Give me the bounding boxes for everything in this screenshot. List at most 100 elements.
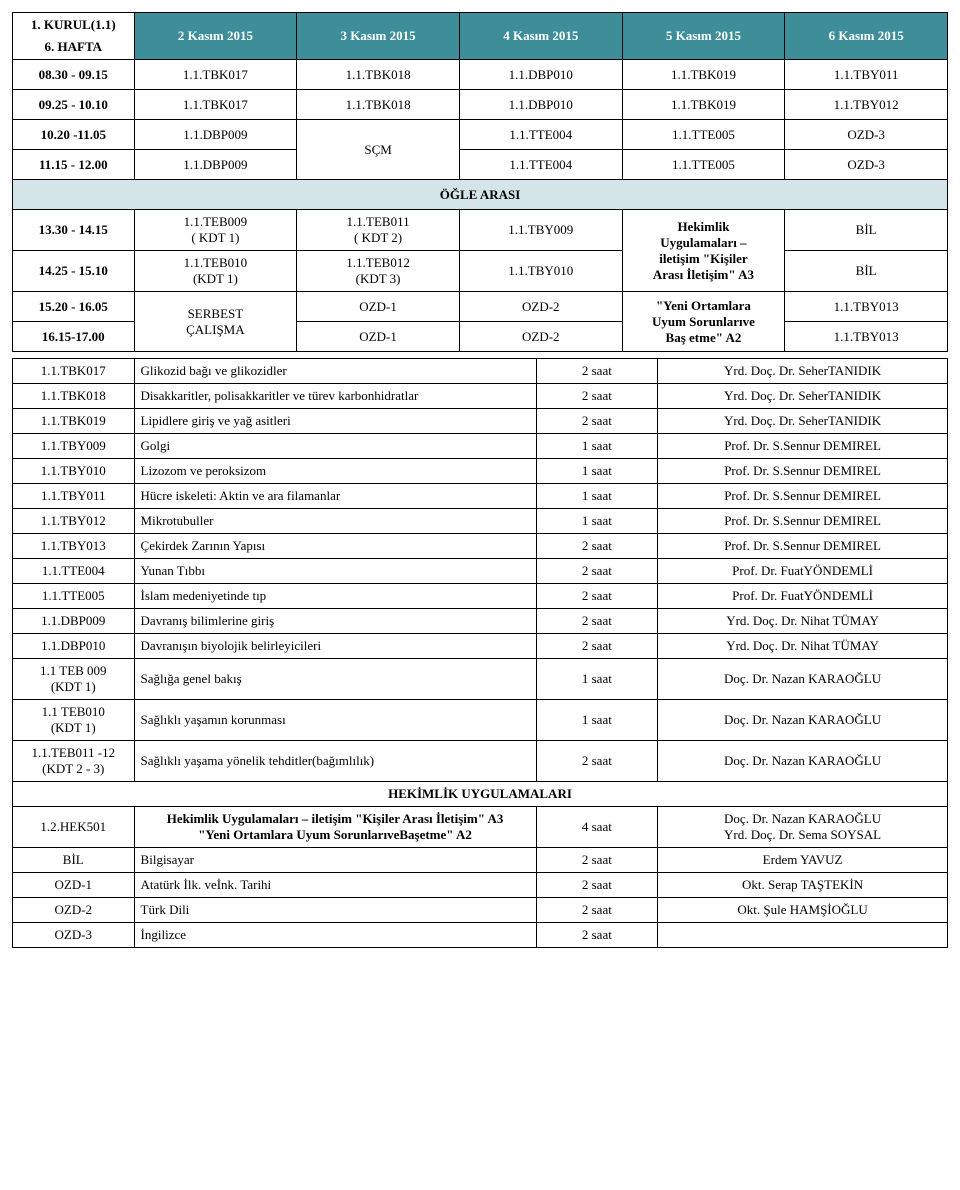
sched-cell: 1.1.TBY013 <box>785 292 948 322</box>
schedule-row: 09.25 - 10.10 1.1.TBK017 1.1.TBK018 1.1.… <box>13 90 948 120</box>
week-label: 6. HAFTA <box>19 39 128 55</box>
sched-cell: OZD-1 <box>297 292 460 322</box>
time-cell: 14.25 - 15.10 <box>13 251 135 292</box>
sched-cell: 1.1.TBK019 <box>622 90 785 120</box>
details-row: 1.1.TBY011Hücre iskeleti: Aktin ve ara f… <box>13 484 948 509</box>
inst-cell: Yrd. Doç. Dr. SeherTANIDIK <box>658 384 948 409</box>
details-row: 1.1.DBP009Davranış bilimlerine giriş2 sa… <box>13 609 948 634</box>
sched-cell: 1.1.TTE005 <box>622 150 785 180</box>
dur-cell: 2 saat <box>536 359 658 384</box>
code-cell: 1.1.TBY010 <box>13 459 135 484</box>
sched-cell: 1.1.TTE004 <box>459 120 622 150</box>
sched-cell: 1.1.DBP010 <box>459 90 622 120</box>
inst-cell: Okt. Serap TAŞTEKİN <box>658 873 948 898</box>
sched-cell: OZD-2 <box>459 292 622 322</box>
dur-cell: 2 saat <box>536 409 658 434</box>
sched-cell: 1.1.DBP010 <box>459 60 622 90</box>
sched-cell: 1.1.TTE005 <box>622 120 785 150</box>
sched-cell: 1.1.TBK018 <box>297 60 460 90</box>
sched-cell: 1.1.TBY010 <box>459 251 622 292</box>
schedule-row: 08.30 - 09.15 1.1.TBK017 1.1.TBK018 1.1.… <box>13 60 948 90</box>
code-cell: 1.1 TEB010 (KDT 1) <box>13 700 135 741</box>
title-cell: Glikozid bağı ve glikozidler <box>134 359 536 384</box>
title-cell: Davranışın biyolojik belirleyicileri <box>134 634 536 659</box>
sched-cell: 1.1.TEB010 (KDT 1) <box>134 251 297 292</box>
hek-inst: Doç. Dr. Nazan KARAOĞLU Yrd. Doç. Dr. Se… <box>658 807 948 848</box>
dur-cell: 2 saat <box>536 741 658 782</box>
sched-cell: 1.1.TBK017 <box>134 90 297 120</box>
sched-cell: 1.1.TBK018 <box>297 90 460 120</box>
time-cell: 09.25 - 10.10 <box>13 90 135 120</box>
sched-cell: 1.1.TBY012 <box>785 90 948 120</box>
time-cell: 11.15 - 12.00 <box>13 150 135 180</box>
dur-cell: 2 saat <box>536 559 658 584</box>
code-cell: OZD-1 <box>13 873 135 898</box>
code-cell: 1.1.TBY013 <box>13 534 135 559</box>
lunch-cell: ÖĞLE ARASI <box>13 180 948 210</box>
inst-cell: Prof. Dr. S.Sennur DEMIREL <box>658 434 948 459</box>
inst-cell: Prof. Dr. S.Sennur DEMIREL <box>658 509 948 534</box>
details-row: 1.1.TBY009Golgi1 saatProf. Dr. S.Sennur … <box>13 434 948 459</box>
code-cell: 1.1.TBK019 <box>13 409 135 434</box>
date-4: 6 Kasım 2015 <box>785 13 948 60</box>
title-cell: Bilgisayar <box>134 848 536 873</box>
schedule-table: 1. KURUL(1.1) 6. HAFTA 2 Kasım 2015 3 Ka… <box>12 12 948 352</box>
lunch-row: ÖĞLE ARASI <box>13 180 948 210</box>
sched-cell: BİL <box>785 251 948 292</box>
sched-cell: 1.1.TBY011 <box>785 60 948 90</box>
inst-cell: Erdem YAVUZ <box>658 848 948 873</box>
details-row: 1.1.TTE005İslam medeniyetinde tıp2 saatP… <box>13 584 948 609</box>
inst-cell: Doç. Dr. Nazan KARAOĞLU <box>658 700 948 741</box>
dur-cell: 2 saat <box>536 584 658 609</box>
inst-cell: Okt. Şule HAMŞİOĞLU <box>658 898 948 923</box>
sched-cell: 1.1.TEB012 (KDT 3) <box>297 251 460 292</box>
schedule-row: 11.15 - 12.00 1.1.DBP009 1.1.TTE004 1.1.… <box>13 150 948 180</box>
details-row: 1.1.TBY012Mikrotubuller1 saatProf. Dr. S… <box>13 509 948 534</box>
details-row: 1.1 TEB010 (KDT 1)Sağlıklı yaşamın korun… <box>13 700 948 741</box>
details-row: 1.1.DBP010Davranışın biyolojik belirleyi… <box>13 634 948 659</box>
code-cell: BİL <box>13 848 135 873</box>
sched-cell: 1.1.DBP009 <box>134 150 297 180</box>
footer-row: BİLBilgisayar2 saatErdem YAVUZ <box>13 848 948 873</box>
title-cell: Türk Dili <box>134 898 536 923</box>
title-cell: Lipidlere giriş ve yağ asitleri <box>134 409 536 434</box>
title-cell: Davranış bilimlerine giriş <box>134 609 536 634</box>
dur-cell: 2 saat <box>536 923 658 948</box>
sched-cell: 1.1.TEB011 ( KDT 2) <box>297 210 460 251</box>
code-cell: 1.1.TEB011 -12 (KDT 2 - 3) <box>13 741 135 782</box>
time-cell: 13.30 - 14.15 <box>13 210 135 251</box>
code-cell: 1.1 TEB 009 (KDT 1) <box>13 659 135 700</box>
sched-cell: 1.1.TBY013 <box>785 322 948 352</box>
schedule-row: 15.20 - 16.05 SERBEST ÇALIŞMA OZD-1 OZD-… <box>13 292 948 322</box>
inst-cell: Prof. Dr. S.Sennur DEMIREL <box>658 484 948 509</box>
dur-cell: 1 saat <box>536 434 658 459</box>
sched-cell: OZD-1 <box>297 322 460 352</box>
dur-cell: 1 saat <box>536 484 658 509</box>
dur-cell: 2 saat <box>536 634 658 659</box>
code-cell: OZD-3 <box>13 923 135 948</box>
title-cell: Disakkaritler, polisakkaritler ve türev … <box>134 384 536 409</box>
sched-cell: 1.1.TEB009 ( KDT 1) <box>134 210 297 251</box>
code-cell: 1.1.DBP009 <box>13 609 135 634</box>
code-cell: OZD-2 <box>13 898 135 923</box>
code-cell: 1.1.TBY012 <box>13 509 135 534</box>
sched-cell: 1.1.TTE004 <box>459 150 622 180</box>
details-table: 1.1.TBK017Glikozid bağı ve glikozidler2 … <box>12 358 948 948</box>
dur-cell: 2 saat <box>536 873 658 898</box>
title-cell: Yunan Tıbbı <box>134 559 536 584</box>
inst-cell <box>658 923 948 948</box>
section-header: HEKİMLİK UYGULAMALARI <box>13 782 948 807</box>
date-0: 2 Kasım 2015 <box>134 13 297 60</box>
time-cell: 10.20 -11.05 <box>13 120 135 150</box>
footer-row: OZD-3İngilizce2 saat <box>13 923 948 948</box>
inst-cell: Doç. Dr. Nazan KARAOĞLU <box>658 659 948 700</box>
inst-cell: Yrd. Doç. Dr. Nihat TÜMAY <box>658 634 948 659</box>
sched-cell-serbest: SERBEST ÇALIŞMA <box>134 292 297 352</box>
title-cell: Hücre iskeleti: Aktin ve ara filamanlar <box>134 484 536 509</box>
code-cell: 1.1.TBY009 <box>13 434 135 459</box>
inst-cell: Prof. Dr. S.Sennur DEMIREL <box>658 534 948 559</box>
details-row: 1.1.TBK017Glikozid bağı ve glikozidler2 … <box>13 359 948 384</box>
details-row: 1.1 TEB 009 (KDT 1)Sağlığa genel bakış1 … <box>13 659 948 700</box>
time-cell: 08.30 - 09.15 <box>13 60 135 90</box>
inst-cell: Yrd. Doç. Dr. SeherTANIDIK <box>658 409 948 434</box>
